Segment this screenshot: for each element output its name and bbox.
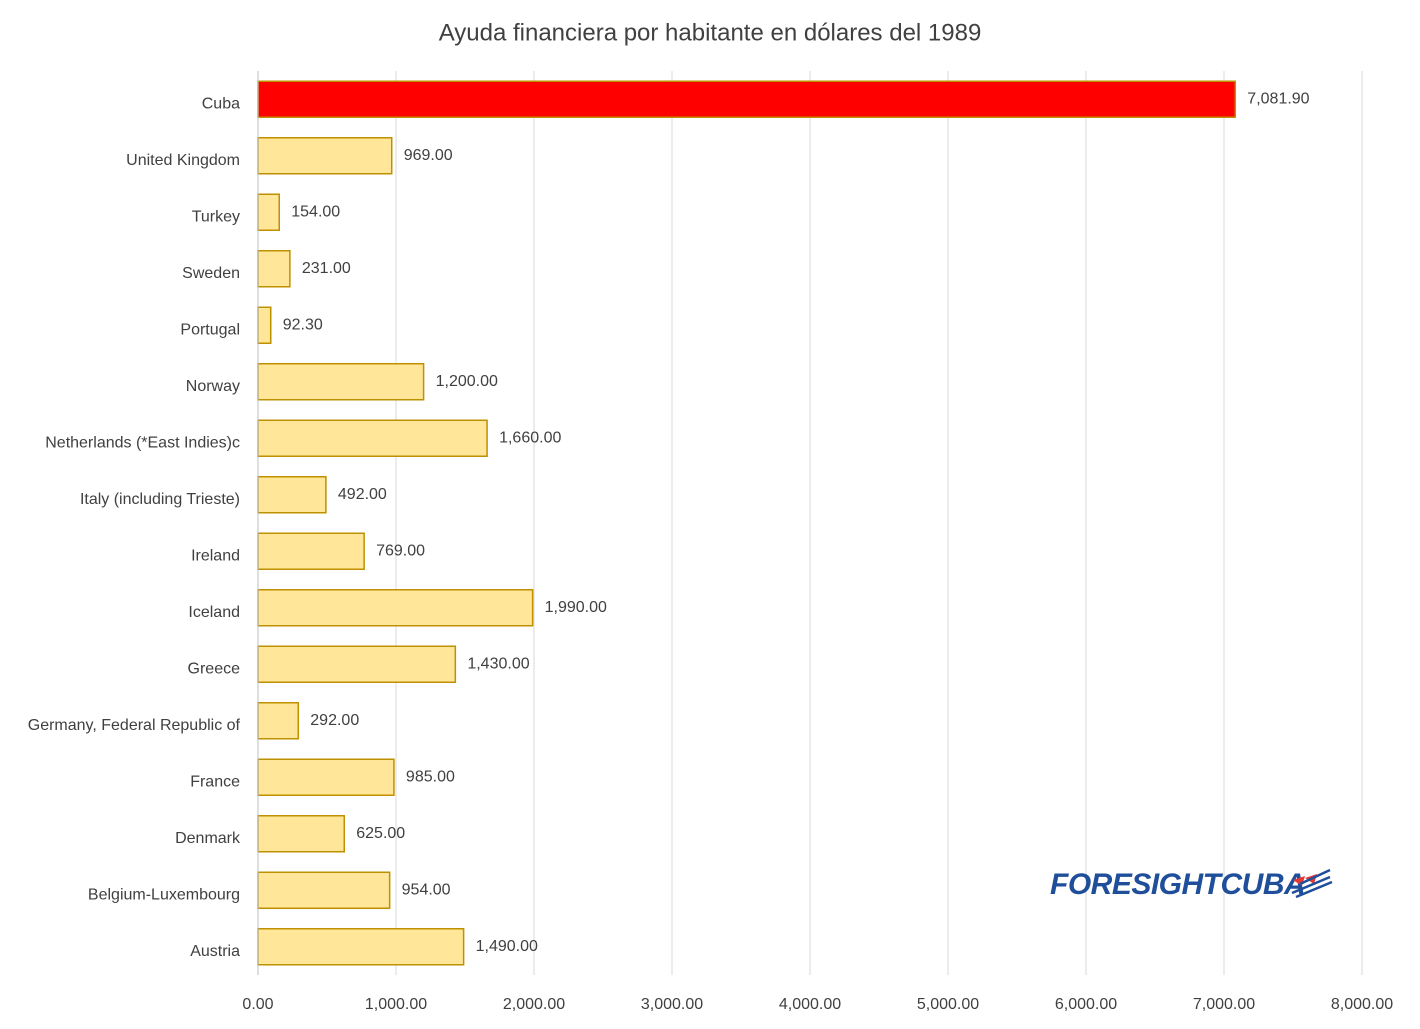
value-label: 292.00 xyxy=(310,712,359,729)
x-tick-label: 3,000.00 xyxy=(641,996,703,1013)
y-tick-label: Belgium-Luxembourg xyxy=(88,886,240,903)
y-tick-label: Iceland xyxy=(188,604,240,621)
value-label: 954.00 xyxy=(402,881,451,898)
y-tick-label: United Kingdom xyxy=(126,152,240,169)
bar xyxy=(257,250,291,288)
chart-title: Ayuda financiera por habitante en dólare… xyxy=(439,19,982,46)
bar xyxy=(257,476,327,514)
x-tick-label: 7,000.00 xyxy=(1193,996,1255,1013)
y-tick-label: Turkey xyxy=(192,208,240,225)
bar xyxy=(257,80,1237,118)
bar xyxy=(257,928,465,966)
value-label: 492.00 xyxy=(338,486,387,503)
y-tick-label: Sweden xyxy=(182,265,240,282)
value-label: 985.00 xyxy=(406,768,455,785)
value-label: 231.00 xyxy=(302,260,351,277)
x-tick-label: 8,000.00 xyxy=(1331,996,1393,1013)
value-label: 7,081.90 xyxy=(1247,90,1309,107)
value-label: 1,990.00 xyxy=(545,599,607,616)
bar xyxy=(257,871,391,909)
bar xyxy=(257,193,281,231)
y-tick-label: Portugal xyxy=(180,321,240,338)
bar xyxy=(257,589,534,627)
x-tick-label: 2,000.00 xyxy=(503,996,565,1013)
x-tick-label: 5,000.00 xyxy=(917,996,979,1013)
logo: FORESIGHTCUBA xyxy=(1050,868,1305,901)
y-tick-label: Germany, Federal Republic of xyxy=(28,717,241,734)
value-label: 969.00 xyxy=(404,147,453,164)
bar xyxy=(257,758,395,796)
y-tick-label: Denmark xyxy=(175,830,241,847)
x-tick-label: 4,000.00 xyxy=(779,996,841,1013)
x-tick-label: 1,000.00 xyxy=(365,996,427,1013)
y-tick-label: Netherlands (*East Indies)c xyxy=(45,434,240,451)
value-label: 1,430.00 xyxy=(467,655,529,672)
logo-group: FORESIGHTCUBA xyxy=(1050,868,1333,901)
y-tick-label: Austria xyxy=(190,943,240,960)
y-tick-label: France xyxy=(190,773,240,790)
y-tick-label: Ireland xyxy=(191,547,240,564)
value-label: 1,660.00 xyxy=(499,429,561,446)
value-label: 769.00 xyxy=(376,542,425,559)
x-tick-label: 6,000.00 xyxy=(1055,996,1117,1013)
bar xyxy=(257,702,300,740)
x-tick-label: 0.00 xyxy=(242,996,273,1013)
bar xyxy=(257,137,393,175)
logo-lines xyxy=(1291,868,1333,899)
y-tick-label: Cuba xyxy=(202,95,240,112)
value-label: 625.00 xyxy=(356,825,405,842)
bar xyxy=(257,419,488,457)
bar xyxy=(257,815,345,853)
bar xyxy=(257,306,272,344)
logo-arrow xyxy=(1293,874,1317,886)
value-label: 92.30 xyxy=(283,316,323,333)
y-tick-label: Italy (including Trieste) xyxy=(80,491,240,508)
bar xyxy=(257,363,425,401)
y-tick-label: Greece xyxy=(188,660,241,677)
bar xyxy=(257,645,457,683)
value-label: 154.00 xyxy=(291,203,340,220)
value-label: 1,200.00 xyxy=(436,373,498,390)
y-tick-label: Norway xyxy=(186,378,240,395)
value-label: 1,490.00 xyxy=(476,938,538,955)
bar xyxy=(257,532,365,570)
